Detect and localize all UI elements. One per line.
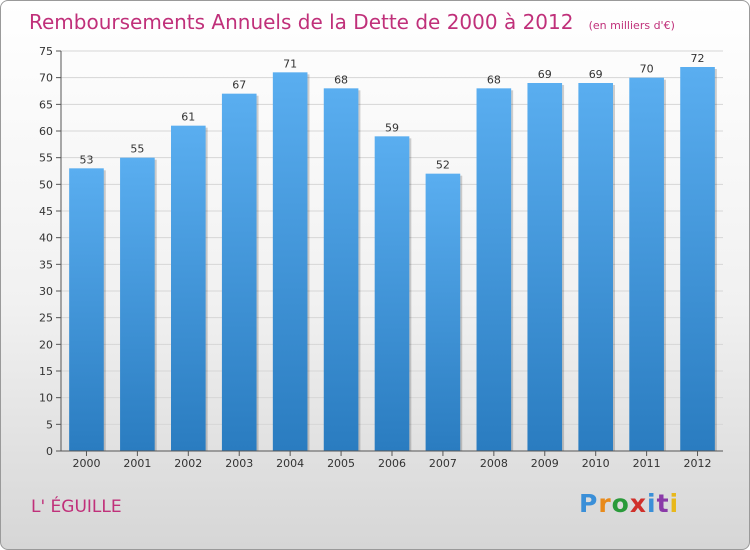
logo-letter: r [598, 489, 612, 518]
chart-title: Remboursements Annuels de la Dette de 20… [29, 10, 573, 34]
bar [680, 67, 715, 451]
value-label: 72 [691, 52, 705, 65]
bar [69, 168, 104, 452]
x-tick-label: 2012 [684, 457, 712, 470]
value-label: 52 [436, 159, 450, 172]
y-tick-label: 10 [39, 392, 53, 405]
logo-letter: P [579, 489, 599, 518]
logo-letter: i [647, 489, 657, 518]
bar [374, 136, 410, 452]
x-tick-label: 2003 [225, 457, 253, 470]
value-label: 55 [130, 143, 144, 156]
x-axis: 2000 2001 2002 2003 2004 2005 2006 2007 2008 2009… [61, 450, 723, 470]
bar [120, 157, 155, 451]
value-label: 68 [334, 73, 348, 86]
y-tick-label: 20 [39, 338, 53, 351]
y-tick-label: 65 [39, 98, 53, 111]
value-label: 53 [79, 153, 93, 166]
x-tick-label: 2005 [327, 457, 355, 470]
y-tick-label: 70 [39, 72, 53, 85]
bar [272, 72, 308, 451]
y-tick-label: 35 [39, 258, 53, 271]
logo-letter: t [656, 489, 670, 518]
value-label: 68 [487, 73, 501, 86]
commune-name: L' ÉGUILLE [31, 497, 122, 517]
value-label: 69 [589, 68, 603, 81]
x-tick-label: 2001 [123, 457, 151, 470]
bar [578, 83, 614, 451]
x-tick-label: 2004 [276, 457, 304, 470]
y-tick-label: 5 [46, 418, 53, 431]
x-tick-label: 2010 [582, 457, 610, 470]
logo-letter: o [611, 489, 630, 518]
proxiti-logo: Proxiti [579, 489, 679, 518]
value-label: 70 [640, 63, 654, 76]
bar [170, 125, 206, 452]
x-tick-label: 2002 [174, 457, 202, 470]
x-tick-label: 2008 [480, 457, 508, 470]
logo-letter: i [669, 489, 680, 518]
y-tick-label: 30 [39, 285, 53, 298]
value-label: 71 [283, 57, 297, 70]
x-tick-label: 2011 [633, 457, 661, 470]
y-tick-label: 50 [39, 178, 53, 191]
x-tick-label: 2006 [378, 457, 406, 470]
y-tick-label: 0 [46, 445, 53, 458]
bar [629, 77, 664, 452]
value-label: 61 [181, 111, 195, 124]
bar [527, 83, 563, 451]
logo-letter: x [629, 489, 647, 518]
x-tick-label: 2007 [429, 457, 457, 470]
bars: 53 55 61 67 71 68 59 52 68 69 69 70 72 [69, 52, 717, 452]
y-tick-label: 55 [39, 152, 53, 165]
y-tick-label: 75 [39, 45, 53, 58]
y-axis: 0 5 10 15 20 25 30 35 40 45 50 55 60 65 70 75 [39, 45, 62, 458]
bar [425, 173, 461, 451]
value-label: 67 [232, 79, 246, 92]
y-tick-label: 60 [39, 125, 53, 138]
x-tick-label: 2009 [531, 457, 559, 470]
y-tick-label: 15 [39, 365, 53, 378]
chart-title-line: Remboursements Annuels de la Dette de 20… [29, 10, 675, 34]
chart-subtitle: (en milliers d'€) [589, 19, 675, 32]
value-label: 59 [385, 121, 399, 134]
bar [323, 88, 359, 451]
y-tick-label: 40 [39, 232, 53, 245]
bar [221, 93, 257, 452]
y-tick-label: 45 [39, 205, 53, 218]
value-label: 69 [538, 68, 552, 81]
bar [476, 88, 512, 451]
x-tick-label: 2000 [72, 457, 100, 470]
y-tick-label: 25 [39, 312, 53, 325]
